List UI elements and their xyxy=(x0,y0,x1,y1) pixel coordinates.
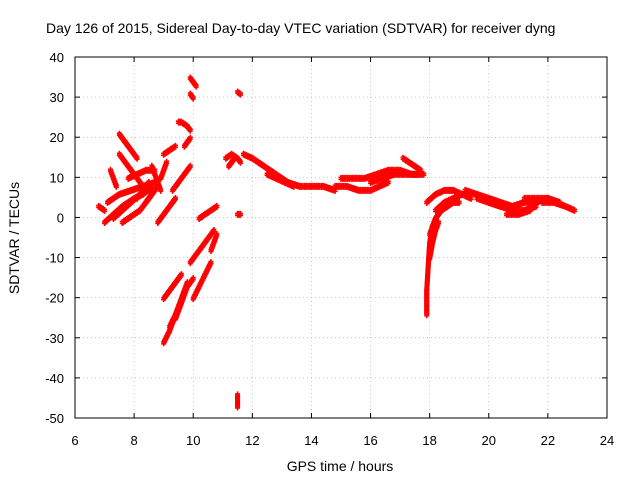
grid xyxy=(75,57,607,418)
series-arc-23 xyxy=(187,74,199,90)
series-arc-22 xyxy=(181,134,193,150)
data-point xyxy=(214,232,220,238)
data-point xyxy=(235,405,241,411)
data-point xyxy=(172,196,178,202)
data-point xyxy=(238,212,244,218)
plot-frame xyxy=(74,56,608,419)
data-point xyxy=(178,273,184,279)
series-arc-38 xyxy=(368,170,421,186)
series-arc-10 xyxy=(134,178,152,202)
data-point xyxy=(158,188,164,194)
series-arc-32 xyxy=(235,88,244,98)
series-arc-48 xyxy=(504,206,533,218)
x-tick-label: 16 xyxy=(363,433,377,448)
data-point xyxy=(187,128,193,134)
y-tick-label: 40 xyxy=(50,50,64,65)
series-arc-50 xyxy=(539,198,577,214)
data-marks xyxy=(96,74,577,411)
series-arc-6 xyxy=(116,130,140,162)
data-point xyxy=(190,96,196,102)
y-tick-label: -30 xyxy=(45,331,64,346)
series-arc-28 xyxy=(208,230,220,255)
y-tick-label: -40 xyxy=(45,371,64,386)
x-tick-label: 12 xyxy=(245,433,259,448)
data-point xyxy=(571,208,577,214)
series-arc-14 xyxy=(158,158,170,182)
x-tick-label: 10 xyxy=(186,433,200,448)
x-tick-label: 8 xyxy=(130,433,137,448)
data-point xyxy=(134,156,140,162)
y-tick-label: -50 xyxy=(45,411,64,426)
data-point xyxy=(436,220,442,226)
series-arc-13 xyxy=(155,194,178,226)
series-arc-21 xyxy=(175,118,193,134)
y-tick-label: 20 xyxy=(50,130,64,145)
series-arc-36 xyxy=(332,178,391,194)
x-tick-label: 22 xyxy=(541,433,555,448)
x-tick-label: 20 xyxy=(482,433,496,448)
chart-title: Day 126 of 2015, Sidereal Day-to-day VTE… xyxy=(46,20,555,36)
series-arc-20 xyxy=(170,162,193,194)
data-point xyxy=(164,160,170,166)
axis-ticks: 6 8 10 12 14 16 18 20 22 24 40 30 20 10 0 -10 -20 -30 -40 -… xyxy=(45,50,614,448)
y-tick-label: -20 xyxy=(45,291,64,306)
series-arc-12 xyxy=(149,162,164,194)
y-tick-label: -10 xyxy=(45,251,64,266)
series-arc-26 xyxy=(190,259,214,303)
series-arc-15 xyxy=(161,142,178,158)
data-point xyxy=(146,180,152,186)
series-arc-19 xyxy=(172,275,196,323)
data-point xyxy=(418,168,424,174)
data-point xyxy=(211,228,217,234)
series-arc-30 xyxy=(226,154,238,170)
series-arc-25 xyxy=(187,226,217,267)
series-arc-42 xyxy=(427,218,442,263)
data-point xyxy=(238,160,244,166)
data-point xyxy=(385,180,391,186)
series-arc-27 xyxy=(196,202,220,222)
series-arc-16 xyxy=(161,271,184,303)
series-arc-24 xyxy=(187,90,196,102)
y-tick-label: 10 xyxy=(50,170,64,185)
data-point xyxy=(187,136,193,142)
data-point xyxy=(172,144,178,150)
x-axis-label: GPS time / hours xyxy=(287,458,394,474)
data-point xyxy=(102,208,108,214)
data-point xyxy=(232,156,238,162)
y-tick-label: 0 xyxy=(57,210,64,225)
data-point xyxy=(456,200,462,206)
series-arc-11 xyxy=(143,182,161,206)
data-point xyxy=(421,172,427,178)
data-point xyxy=(190,277,196,283)
data-point xyxy=(214,204,220,210)
y-tick-label: 30 xyxy=(50,90,64,105)
series-arc-33 xyxy=(235,210,244,218)
data-point xyxy=(113,184,119,190)
x-tick-label: 6 xyxy=(71,433,78,448)
x-tick-label: 18 xyxy=(422,433,436,448)
data-point xyxy=(527,208,533,214)
series-arc-35 xyxy=(264,170,297,190)
data-point xyxy=(193,84,199,90)
data-point xyxy=(291,184,297,190)
data-point xyxy=(238,92,244,98)
series-arc-1 xyxy=(96,202,108,214)
series-arc-39 xyxy=(400,154,424,174)
series-arc-4 xyxy=(107,166,119,190)
data-point xyxy=(208,261,214,267)
x-tick-label: 14 xyxy=(304,433,318,448)
data-point xyxy=(415,172,421,178)
x-tick-label: 24 xyxy=(600,433,614,448)
y-axis-label: SDTVAR / TECUs xyxy=(6,182,22,294)
data-point xyxy=(187,164,193,170)
series-arc-31 xyxy=(235,391,241,411)
